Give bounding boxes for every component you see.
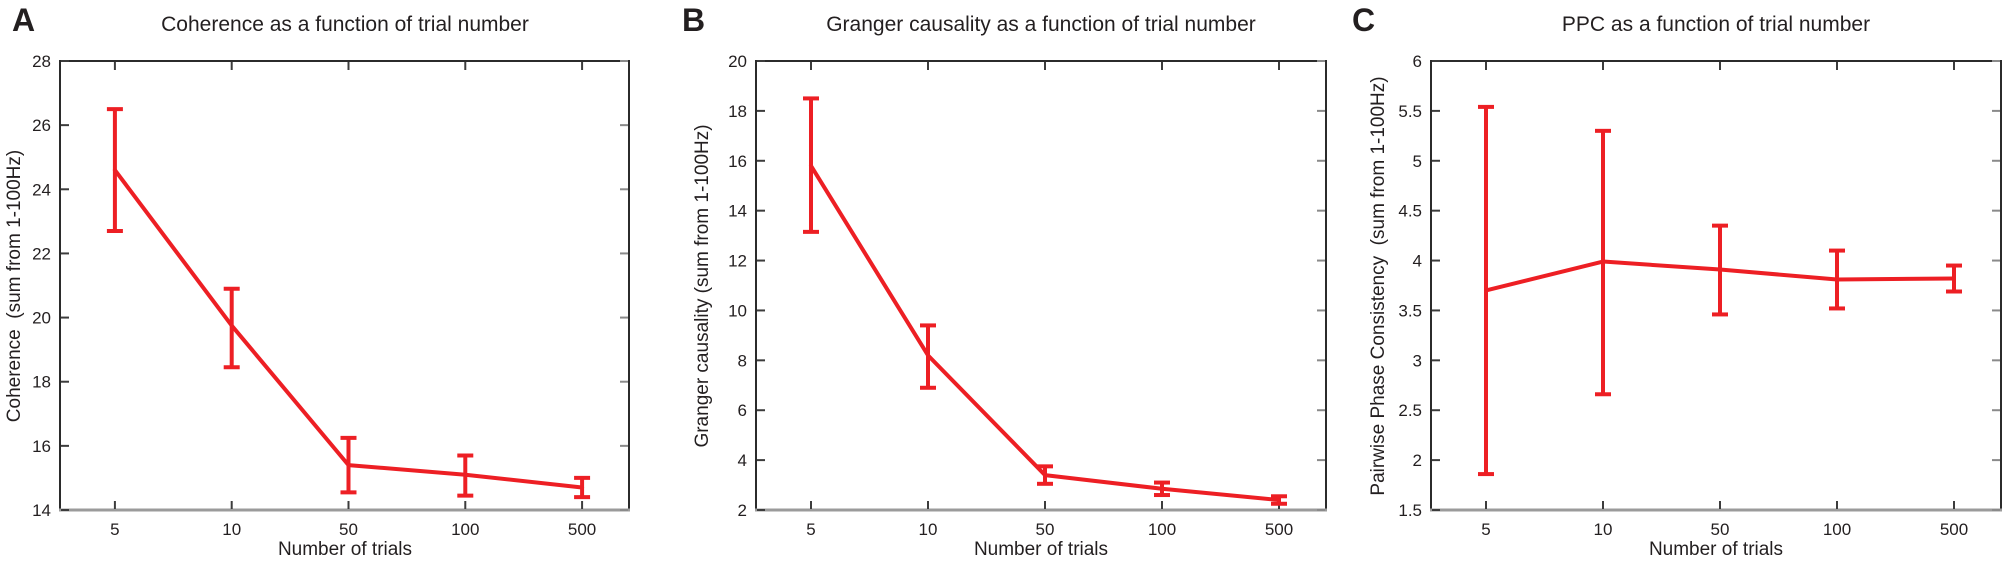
y-tick-label: 20 bbox=[32, 309, 51, 328]
error-bar bbox=[1712, 223, 1728, 317]
y-tick-label: 14 bbox=[728, 202, 747, 221]
y-tick-label: 24 bbox=[32, 180, 51, 199]
error-bar bbox=[574, 475, 591, 500]
y-tick-label: 5.5 bbox=[1398, 102, 1422, 121]
y-axis-label: Pairwise Phase Consistency (sum from 1-1… bbox=[1368, 76, 1389, 495]
x-tick-label: 500 bbox=[1265, 520, 1293, 539]
x-tick-label: 50 bbox=[1036, 520, 1055, 539]
y-tick-label: 20 bbox=[728, 52, 747, 71]
y-tick-label: 10 bbox=[728, 301, 747, 320]
x-tick-label: 100 bbox=[451, 520, 479, 539]
y-tick-label: 2.5 bbox=[1398, 401, 1422, 420]
y-tick-label: 16 bbox=[728, 152, 747, 171]
error-bar bbox=[1829, 248, 1845, 311]
y-tick-label: 16 bbox=[32, 437, 51, 456]
data-line bbox=[809, 163, 1281, 503]
y-tick-label: 2 bbox=[738, 501, 747, 520]
y-tick-label: 2 bbox=[1413, 451, 1422, 470]
chart-title: PPC as a function of trial number bbox=[1562, 13, 1870, 36]
y-tick-label: 3.5 bbox=[1398, 301, 1422, 320]
panel-a-coherence: A Coherence as a function of trial numbe… bbox=[0, 0, 669, 562]
x-tick-label: 10 bbox=[1594, 520, 1613, 539]
x-tick-label: 500 bbox=[568, 520, 596, 539]
error-bar bbox=[1271, 494, 1287, 506]
axis-box bbox=[1430, 60, 2002, 510]
error-bar bbox=[920, 323, 936, 390]
y-tick-label: 14 bbox=[32, 501, 51, 520]
y-tick-label: 22 bbox=[32, 244, 51, 263]
panel-b-granger: B Granger causality as a function of tri… bbox=[670, 0, 1339, 562]
plot-area: 1.5 2 2.5 3 3.5 4 4.5 5 5.5 6 5 10 50 100 500 bbox=[1398, 52, 2002, 539]
panel-label: C bbox=[1352, 2, 1376, 38]
x-tick-label: 50 bbox=[339, 520, 358, 539]
panel-label: B bbox=[682, 2, 706, 38]
x-tick-label: 100 bbox=[1823, 520, 1851, 539]
y-tick-label: 3 bbox=[1413, 351, 1422, 370]
plot-area: 2 4 6 8 10 12 14 16 18 20 5 10 50 100 500 bbox=[728, 52, 1327, 539]
plot-area: 14 16 18 20 22 24 26 28 5 10 50 100 500 bbox=[32, 52, 630, 539]
y-tick-label: 28 bbox=[32, 52, 51, 71]
x-tick-label: 500 bbox=[1940, 520, 1968, 539]
x-tick-label: 5 bbox=[110, 520, 119, 539]
coherence-chart: Coherence as a function of trial number … bbox=[4, 13, 630, 560]
axis-box bbox=[59, 60, 630, 510]
x-axis-label: Number of trials bbox=[1649, 539, 1783, 560]
chart-title: Granger causality as a function of trial… bbox=[826, 13, 1256, 36]
y-tick-label: 4 bbox=[1413, 252, 1422, 271]
y-tick-label: 4 bbox=[738, 451, 747, 470]
error-bar bbox=[1037, 464, 1053, 486]
y-tick-label: 18 bbox=[32, 373, 51, 392]
y-tick-label: 8 bbox=[738, 351, 747, 370]
error-bar bbox=[1595, 128, 1611, 397]
error-bar bbox=[1154, 480, 1170, 498]
y-tick-label: 26 bbox=[32, 116, 51, 135]
y-axis-label: Coherence (sum from 1-100Hz) bbox=[4, 150, 25, 422]
panel-c-ppc: C PPC as a function of trial number Numb… bbox=[1340, 0, 2008, 562]
x-axis-label: Number of trials bbox=[278, 539, 412, 560]
y-tick-label: 18 bbox=[728, 102, 747, 121]
y-tick-label: 6 bbox=[1413, 52, 1422, 71]
error-bar bbox=[1946, 263, 1962, 294]
y-axis-label: Granger causality (sum from 1-100Hz) bbox=[692, 124, 713, 447]
y-tick-label: 6 bbox=[738, 401, 747, 420]
error-bar bbox=[223, 286, 240, 370]
y-tick-label: 4.5 bbox=[1398, 202, 1422, 221]
axis-box bbox=[755, 60, 1327, 510]
chart-title: Coherence as a function of trial number bbox=[161, 13, 529, 36]
error-bar bbox=[1478, 104, 1494, 477]
x-tick-label: 10 bbox=[919, 520, 938, 539]
x-tick-label: 5 bbox=[1481, 520, 1490, 539]
x-tick-label: 50 bbox=[1711, 520, 1730, 539]
y-tick-label: 12 bbox=[728, 252, 747, 271]
panel-label: A bbox=[12, 2, 36, 38]
error-bar bbox=[457, 453, 474, 498]
x-tick-label: 10 bbox=[222, 520, 241, 539]
x-tick-label: 5 bbox=[806, 520, 815, 539]
x-tick-label: 100 bbox=[1148, 520, 1176, 539]
error-bar bbox=[340, 435, 357, 495]
y-tick-label: 5 bbox=[1413, 152, 1422, 171]
ppc-chart: PPC as a function of trial number Number… bbox=[1368, 13, 2002, 560]
error-bar bbox=[106, 107, 123, 233]
granger-chart: Granger causality as a function of trial… bbox=[692, 13, 1327, 560]
error-bar bbox=[803, 96, 819, 234]
x-axis-label: Number of trials bbox=[974, 539, 1108, 560]
y-tick-label: 1.5 bbox=[1398, 501, 1422, 520]
